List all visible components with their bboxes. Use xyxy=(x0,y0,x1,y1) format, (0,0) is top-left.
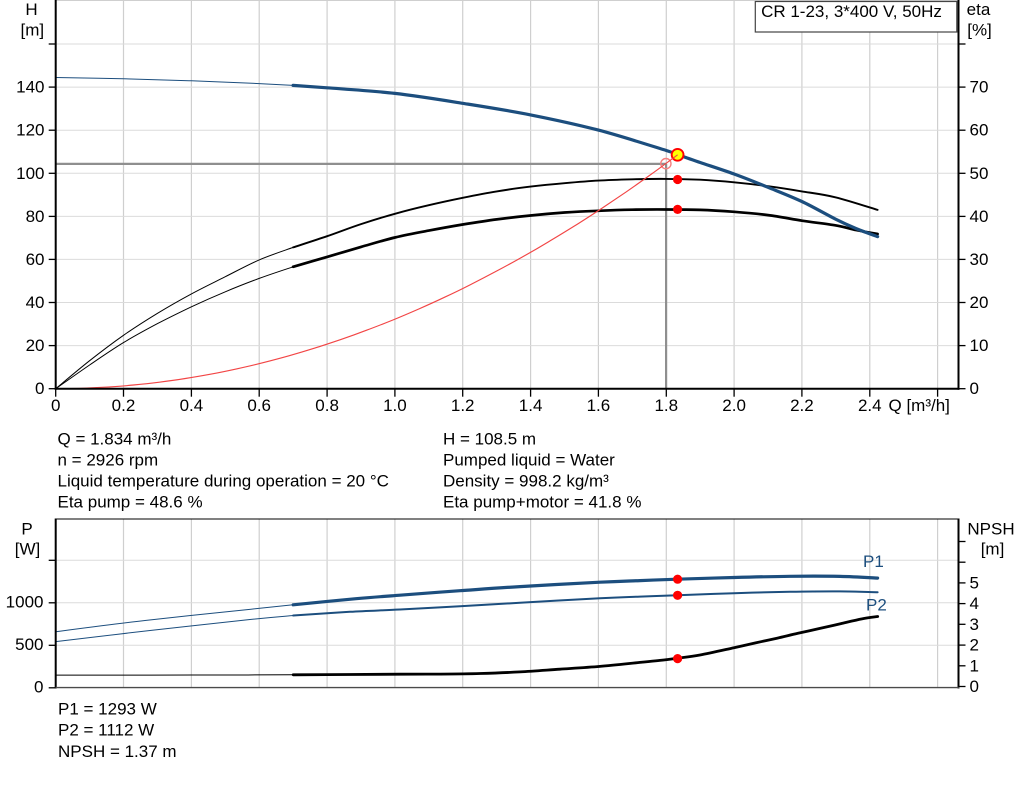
svg-text:40: 40 xyxy=(970,207,989,226)
svg-text:Q [m³/h]: Q [m³/h] xyxy=(889,396,950,415)
svg-text:[m]: [m] xyxy=(20,21,44,40)
svg-text:P1: P1 xyxy=(863,552,884,571)
svg-text:0.4: 0.4 xyxy=(180,396,204,415)
svg-text:0: 0 xyxy=(970,677,979,696)
svg-text:Eta pump+motor = 41.8 %: Eta pump+motor = 41.8 % xyxy=(443,492,641,511)
svg-text:1.6: 1.6 xyxy=(587,396,611,415)
svg-text:1: 1 xyxy=(970,656,979,675)
svg-text:n = 2926 rpm: n = 2926 rpm xyxy=(58,450,159,469)
svg-text:[W]: [W] xyxy=(15,540,41,559)
svg-text:CR 1-23, 3*400 V, 50Hz: CR 1-23, 3*400 V, 50Hz xyxy=(761,2,942,21)
svg-text:eta: eta xyxy=(967,0,991,19)
svg-text:140: 140 xyxy=(16,78,44,97)
svg-text:100: 100 xyxy=(16,164,44,183)
svg-text:0: 0 xyxy=(51,396,60,415)
svg-text:20: 20 xyxy=(26,336,45,355)
svg-text:0.8: 0.8 xyxy=(315,396,339,415)
svg-text:10: 10 xyxy=(970,336,989,355)
svg-text:[%]: [%] xyxy=(967,21,992,40)
svg-text:1.8: 1.8 xyxy=(654,396,678,415)
svg-text:500: 500 xyxy=(15,635,43,654)
svg-text:3: 3 xyxy=(970,615,979,634)
svg-text:30: 30 xyxy=(970,250,989,269)
svg-text:NPSH = 1.37 m: NPSH = 1.37 m xyxy=(58,742,177,761)
svg-text:1000: 1000 xyxy=(6,593,44,612)
svg-text:0.2: 0.2 xyxy=(112,396,136,415)
svg-text:P1 = 1293 W: P1 = 1293 W xyxy=(58,700,157,719)
svg-text:4: 4 xyxy=(970,594,979,613)
svg-text:60: 60 xyxy=(26,250,45,269)
svg-text:NPSH: NPSH xyxy=(967,520,1014,539)
svg-text:5: 5 xyxy=(970,573,979,592)
svg-text:P: P xyxy=(21,520,32,539)
svg-text:2.4: 2.4 xyxy=(858,396,882,415)
svg-text:H = 108.5 m: H = 108.5 m xyxy=(443,429,536,448)
svg-text:Density = 998.2 kg/m³: Density = 998.2 kg/m³ xyxy=(443,471,609,490)
svg-text:Pumped liquid = Water: Pumped liquid = Water xyxy=(443,450,615,469)
svg-text:Q = 1.834 m³/h: Q = 1.834 m³/h xyxy=(58,429,172,448)
svg-text:1.2: 1.2 xyxy=(451,396,475,415)
svg-text:120: 120 xyxy=(16,121,44,140)
svg-text:70: 70 xyxy=(970,78,989,97)
svg-text:Eta pump = 48.6 %: Eta pump = 48.6 % xyxy=(58,492,203,511)
svg-text:2: 2 xyxy=(970,636,979,655)
svg-text:1.4: 1.4 xyxy=(519,396,543,415)
svg-text:0: 0 xyxy=(970,379,979,398)
svg-text:Liquid temperature during oper: Liquid temperature during operation = 20… xyxy=(58,471,389,490)
svg-text:1.0: 1.0 xyxy=(383,396,407,415)
svg-text:0: 0 xyxy=(34,678,43,697)
svg-text:40: 40 xyxy=(26,293,45,312)
svg-text:0.6: 0.6 xyxy=(247,396,271,415)
svg-text:H: H xyxy=(25,0,37,19)
svg-text:2.0: 2.0 xyxy=(722,396,746,415)
svg-text:80: 80 xyxy=(26,207,45,226)
svg-text:P2: P2 xyxy=(866,596,887,615)
svg-text:0: 0 xyxy=(35,379,44,398)
svg-text:60: 60 xyxy=(970,121,989,140)
svg-text:2.2: 2.2 xyxy=(790,396,814,415)
svg-text:50: 50 xyxy=(970,164,989,183)
svg-text:P2 = 1112 W: P2 = 1112 W xyxy=(58,721,154,740)
svg-text:[m]: [m] xyxy=(981,540,1005,559)
svg-text:20: 20 xyxy=(970,293,989,312)
